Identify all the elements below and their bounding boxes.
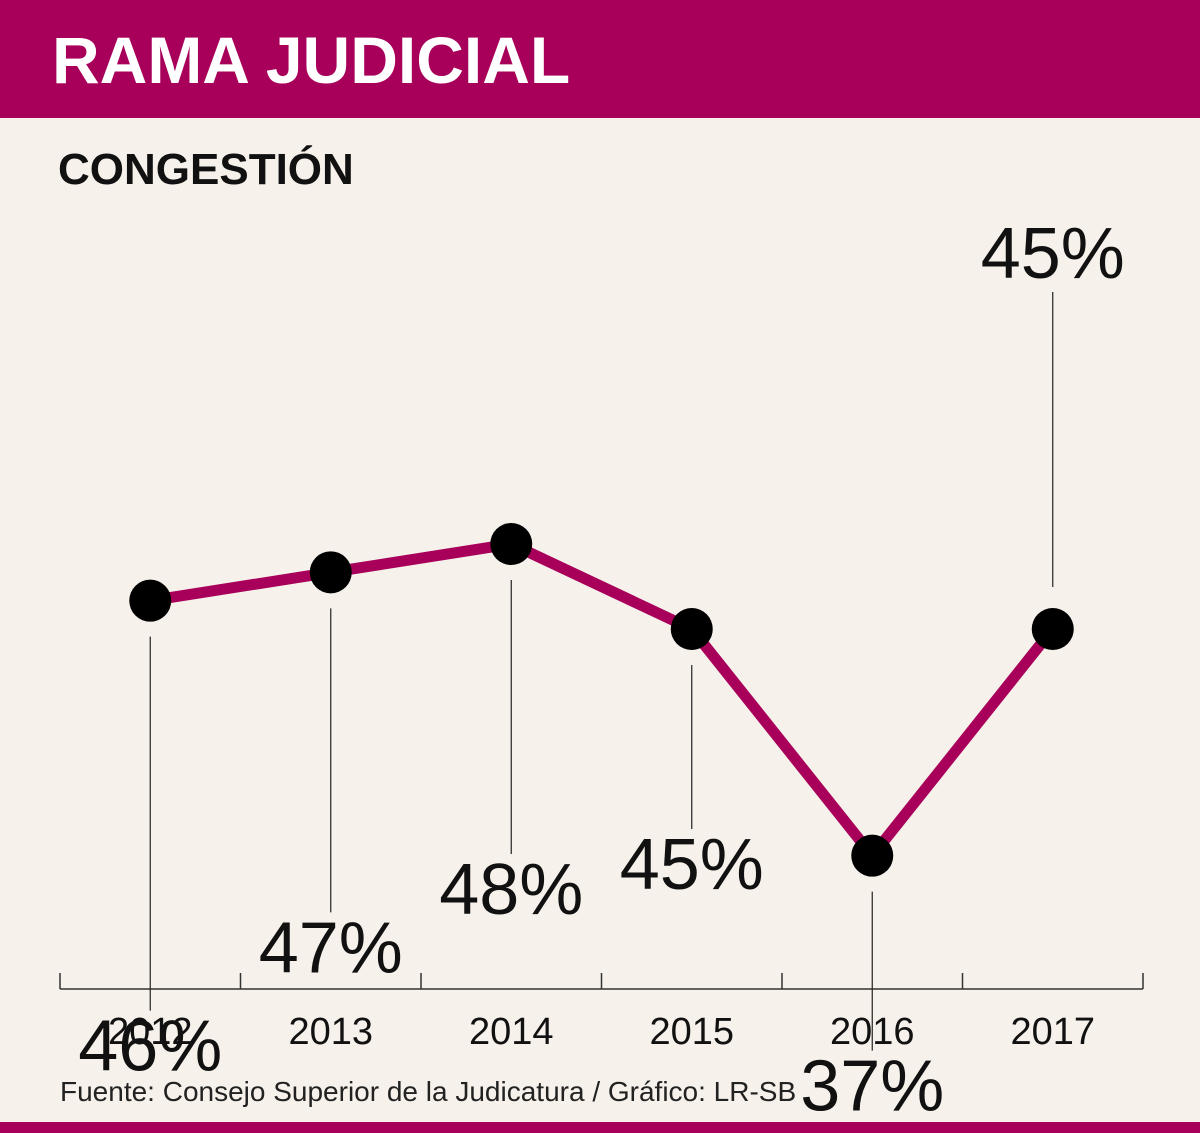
- header-bar: RAMA JUDICIAL: [0, 0, 1200, 118]
- chart-subtitle: CONGESTIÓN: [58, 145, 354, 194]
- header-title: RAMA JUDICIAL: [52, 23, 571, 97]
- data-label: 48%: [439, 850, 583, 930]
- bottom-rule: [0, 1122, 1200, 1133]
- data-label: 47%: [259, 908, 403, 988]
- x-tick-label: 2014: [469, 1011, 554, 1053]
- data-point: [490, 523, 533, 565]
- data-label: 37%: [800, 1047, 944, 1127]
- data-label: 46%: [78, 1007, 222, 1087]
- x-tick-label: 2017: [1010, 1011, 1095, 1053]
- data-label: 45%: [620, 825, 764, 905]
- data-point: [129, 579, 172, 622]
- data-point: [670, 608, 713, 650]
- data-point: [851, 834, 894, 877]
- x-tick-label: 2015: [649, 1011, 734, 1053]
- x-tick-label: 2012: [108, 1011, 193, 1053]
- x-tick-label: 2013: [288, 1011, 373, 1053]
- data-point: [1031, 608, 1074, 650]
- data-label: 45%: [981, 214, 1125, 294]
- data-point: [309, 551, 352, 594]
- series-line: [149, 538, 1058, 865]
- source-note: Fuente: Consejo Superior de la Judicatur…: [60, 1076, 797, 1107]
